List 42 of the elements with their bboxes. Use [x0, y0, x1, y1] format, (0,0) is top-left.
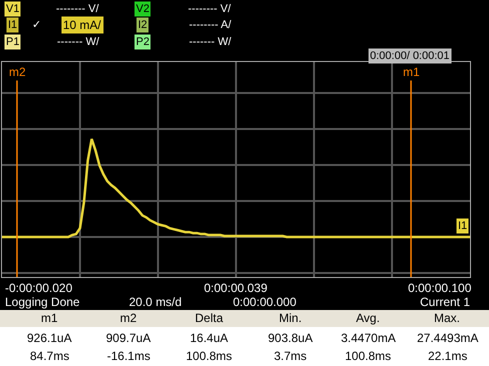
text: P2	[136, 36, 150, 48]
text: 0:00:00.039	[204, 281, 268, 295]
text: V2	[136, 3, 150, 15]
text: m1	[41, 311, 58, 325]
text: P1	[6, 36, 20, 48]
text: m2	[120, 311, 137, 325]
text: 16.4uA	[190, 331, 228, 345]
text: ------- W/	[189, 36, 232, 48]
text: 100.8ms	[345, 349, 392, 363]
text: 3.7ms	[274, 349, 307, 363]
text: Min.	[279, 311, 302, 325]
text: Logging Done	[5, 295, 80, 309]
text: ✓	[32, 19, 41, 31]
text: -------- A/	[189, 19, 232, 31]
text: -------- V/	[56, 3, 100, 15]
text: 10 mA/	[63, 18, 102, 32]
text: 3.4470mA	[341, 331, 396, 345]
text: 27.4493mA	[417, 331, 478, 345]
text: Current 1	[420, 295, 470, 309]
text: ------- W/	[57, 36, 100, 48]
text: -------- V/	[188, 3, 232, 15]
text: -0:00:00.020	[5, 281, 73, 295]
text: 20.0 ms/d	[129, 295, 182, 309]
text: 22.1ms	[428, 349, 468, 363]
text: 84.7ms	[30, 349, 70, 363]
text: m1	[403, 65, 420, 79]
text: 0:00:00.000	[233, 295, 297, 309]
text: 0:00:00/ 0:00:01	[370, 50, 450, 62]
text: 926.1uA	[27, 331, 72, 345]
text: I2	[138, 19, 148, 31]
text: 903.8uA	[268, 331, 313, 345]
text: I1	[8, 19, 18, 31]
text: 0:00:00.100	[408, 281, 472, 295]
text: 909.7uA	[106, 331, 151, 345]
text: Max.	[434, 311, 460, 325]
text: Delta	[195, 311, 224, 325]
annotation: I1	[458, 220, 468, 232]
text: 100.8ms	[186, 349, 232, 363]
text: Avg.	[356, 311, 380, 325]
text: -16.1ms	[107, 349, 150, 363]
text: m2	[9, 65, 26, 79]
text: V1	[6, 3, 20, 15]
